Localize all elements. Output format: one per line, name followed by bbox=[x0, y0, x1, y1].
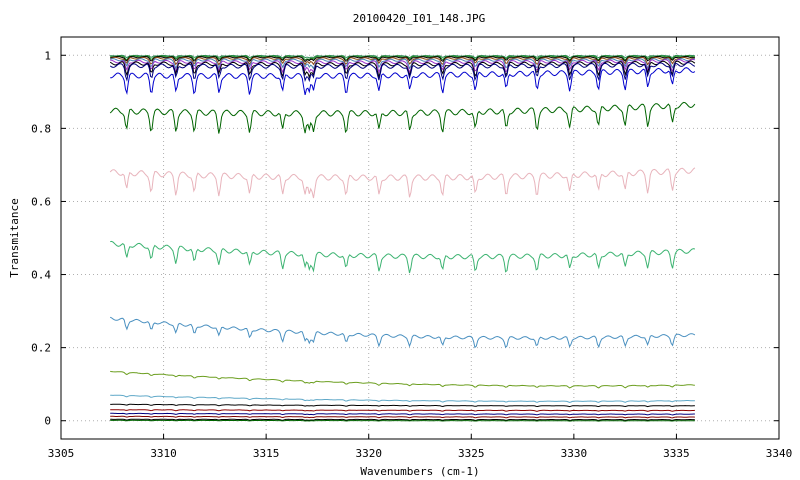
chart-title: 20100420_I01_148.JPG bbox=[353, 12, 485, 25]
x-tick-label: 3320 bbox=[355, 447, 382, 460]
x-tick-label: 3335 bbox=[663, 447, 690, 460]
series-line bbox=[110, 412, 695, 416]
series-line bbox=[109, 101, 696, 134]
x-axis-label: Wavenumbers (cm-1) bbox=[360, 465, 479, 478]
y-tick-label: 1 bbox=[44, 49, 51, 62]
series-line bbox=[110, 56, 695, 63]
x-tick-label: 3340 bbox=[766, 447, 793, 460]
x-tick-label: 3305 bbox=[48, 447, 75, 460]
y-tick-label: 0.6 bbox=[31, 195, 51, 208]
y-axis: 0 0.2 0.4 0.6 0.8 1 bbox=[31, 49, 779, 428]
grid bbox=[61, 37, 779, 439]
series-line bbox=[109, 60, 696, 79]
series-line bbox=[109, 316, 696, 349]
series-line bbox=[110, 394, 695, 404]
series-group bbox=[109, 54, 696, 422]
series-line bbox=[110, 55, 695, 61]
x-tick-label: 3330 bbox=[561, 447, 588, 460]
y-axis-label: Transmitance bbox=[8, 198, 21, 277]
x-axis: 3305 3310 3315 3320 3325 3330 3335 3340 bbox=[48, 37, 793, 460]
x-tick-label: 3315 bbox=[253, 447, 280, 460]
series-line bbox=[109, 62, 696, 83]
series-line bbox=[110, 59, 696, 74]
series-line bbox=[110, 56, 696, 66]
series-line bbox=[110, 418, 695, 421]
series-line bbox=[110, 370, 695, 389]
series-line bbox=[110, 419, 695, 422]
series-line bbox=[110, 240, 696, 274]
series-line bbox=[110, 67, 696, 96]
series-line bbox=[110, 409, 695, 412]
series-line bbox=[110, 415, 695, 419]
y-tick-label: 0.4 bbox=[31, 269, 51, 282]
series-line bbox=[109, 167, 696, 199]
series-line bbox=[110, 58, 695, 70]
plot-frame bbox=[60, 36, 780, 440]
series-line bbox=[110, 54, 695, 59]
x-tick-label: 3310 bbox=[150, 447, 177, 460]
series-line bbox=[110, 403, 695, 408]
y-tick-label: 0 bbox=[44, 415, 51, 428]
y-tick-label: 0.2 bbox=[31, 342, 51, 355]
x-tick-label: 3325 bbox=[458, 447, 485, 460]
y-tick-label: 0.8 bbox=[31, 122, 51, 135]
